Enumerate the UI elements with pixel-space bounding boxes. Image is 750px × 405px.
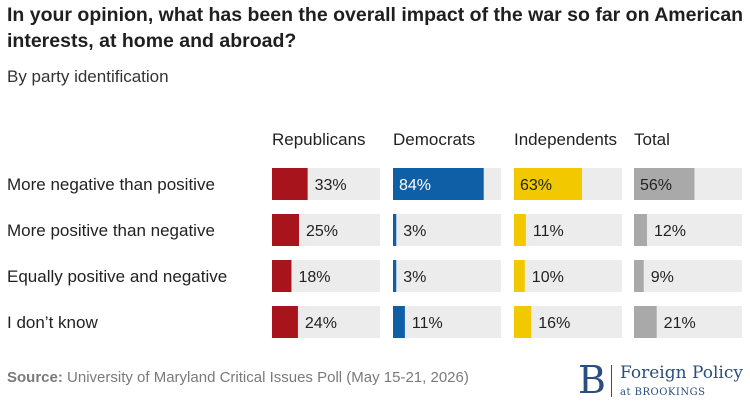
bar-track [514, 214, 622, 246]
bar-democrats-more-positive-than-negative [393, 214, 397, 246]
grouped-bar-chart: Republicans Democrats Independents Total Mor… [7, 130, 742, 338]
bar-track [514, 260, 622, 292]
row-label-more-positive-than-negative: More positive than negative [7, 221, 215, 240]
bar-republicans-equally-positive-and-negative [272, 260, 292, 292]
chart-title: In your opinion, what has been the overa… [7, 4, 744, 52]
bar-total-more-positive-than-negative [634, 214, 647, 246]
logo-name: Foreign Policy [620, 363, 743, 383]
data-label-total-equally-positive-and-negative: 9% [651, 269, 674, 286]
bar-total-equally-positive-and-negative [634, 260, 644, 292]
bar-track [634, 260, 742, 292]
column-header-republicans: Republicans [272, 130, 366, 149]
chart-subtitle: By party identification [7, 67, 169, 86]
source-note: Source: University of Maryland Critical … [7, 369, 469, 386]
column-header-independents: Independents [514, 130, 617, 149]
bar-track [393, 260, 501, 292]
bar-democrats-equally-positive-and-negative [393, 260, 397, 292]
row-label-equally-positive-and-negative: Equally positive and negative [7, 267, 227, 286]
data-label-independents-more-negative-than-positive: 63% [520, 177, 552, 194]
data-label-democrats-i-don-t-know: 11% [412, 315, 443, 332]
source-text: University of Maryland Critical Issues P… [67, 369, 469, 386]
data-label-democrats-equally-positive-and-negative: 3% [403, 269, 426, 286]
data-label-republicans-i-don-t-know: 24% [305, 315, 337, 332]
data-label-total-more-positive-than-negative: 12% [654, 223, 686, 240]
bar-democrats-i-don-t-know [393, 306, 405, 338]
bar-republicans-i-don-t-know [272, 306, 298, 338]
data-label-republicans-more-positive-than-negative: 25% [306, 223, 338, 240]
data-label-total-i-don-t-know: 21% [664, 315, 696, 332]
data-label-independents-more-positive-than-negative: 11% [533, 223, 564, 240]
logo-at-brookings: at BROOKINGS [620, 387, 706, 398]
data-label-independents-equally-positive-and-negative: 10% [532, 269, 564, 286]
bar-track [393, 306, 501, 338]
row-label-i-don-t-know: I don’t know [7, 313, 98, 332]
bar-republicans-more-positive-than-negative [272, 214, 299, 246]
bar-republicans-more-negative-than-positive [272, 168, 308, 200]
bar-track [514, 306, 622, 338]
data-label-democrats-more-positive-than-negative: 3% [403, 223, 426, 240]
source-label: Source: [7, 369, 63, 386]
bar-independents-i-don-t-know [514, 306, 532, 338]
bar-total-i-don-t-know [634, 306, 657, 338]
bar-independents-more-positive-than-negative [514, 214, 526, 246]
logo-divider [611, 365, 612, 397]
data-label-total-more-negative-than-positive: 56% [640, 177, 672, 194]
row-label-more-negative-than-positive: More negative than positive [7, 175, 215, 194]
column-header-democrats: Democrats [393, 130, 475, 149]
bar-independents-equally-positive-and-negative [514, 260, 525, 292]
bar-democrats-more-negative-than-positive [393, 168, 484, 200]
bar-track [393, 214, 501, 246]
data-label-independents-i-don-t-know: 16% [538, 315, 570, 332]
data-label-republicans-equally-positive-and-negative: 18% [298, 269, 330, 286]
brookings-b-icon: B [578, 358, 606, 402]
column-header-total: Total [634, 130, 670, 149]
bar-track [634, 214, 742, 246]
data-label-democrats-more-negative-than-positive: 84% [399, 177, 431, 194]
data-label-republicans-more-negative-than-positive: 33% [315, 177, 347, 194]
bar-independents-more-negative-than-positive [514, 168, 583, 200]
bar-total-more-negative-than-positive [634, 168, 695, 200]
